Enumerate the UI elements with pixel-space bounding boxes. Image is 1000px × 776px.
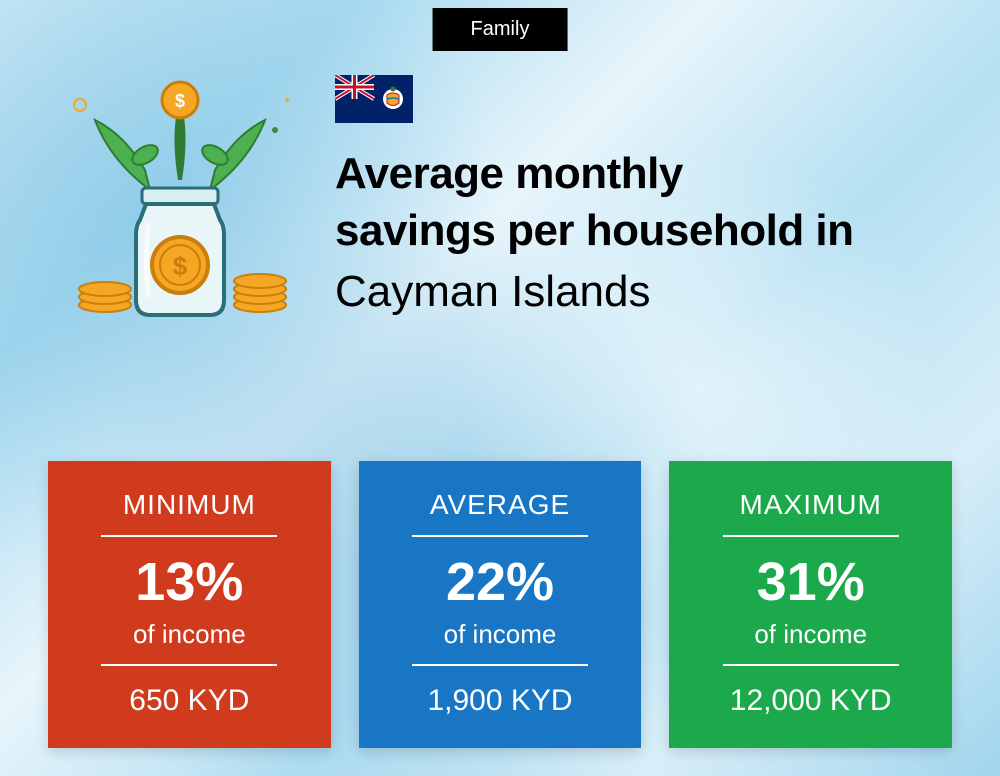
card-sub: of income [72, 619, 307, 650]
card-amount: 1,900 KYD [383, 684, 618, 718]
card-label: MINIMUM [72, 489, 307, 521]
card-amount: 12,000 KYD [693, 684, 928, 718]
title-line-1: Average monthly [335, 145, 955, 202]
card-percent: 22% [383, 555, 618, 609]
card-divider [723, 664, 899, 666]
stat-card-average: AVERAGE 22% of income 1,900 KYD [359, 461, 642, 748]
card-divider [723, 535, 899, 537]
card-percent: 31% [693, 555, 928, 609]
card-sub: of income [383, 619, 618, 650]
card-divider [101, 664, 277, 666]
country-flag-icon [335, 75, 413, 123]
title-country: Cayman Islands [335, 263, 955, 320]
card-divider [101, 535, 277, 537]
savings-illustration: $ $ [50, 70, 310, 330]
category-badge: Family [433, 8, 568, 51]
stat-card-maximum: MAXIMUM 31% of income 12,000 KYD [669, 461, 952, 748]
title-block: Average monthly savings per household in… [335, 145, 955, 321]
card-divider [412, 535, 588, 537]
svg-text:$: $ [175, 91, 185, 111]
card-amount: 650 KYD [72, 684, 307, 718]
card-divider [412, 664, 588, 666]
title-line-2: savings per household in [335, 202, 955, 259]
card-sub: of income [693, 619, 928, 650]
svg-text:$: $ [173, 251, 188, 281]
stat-card-minimum: MINIMUM 13% of income 650 KYD [48, 461, 331, 748]
card-label: MAXIMUM [693, 489, 928, 521]
card-percent: 13% [72, 555, 307, 609]
card-label: AVERAGE [383, 489, 618, 521]
stat-cards-row: MINIMUM 13% of income 650 KYD AVERAGE 22… [48, 461, 952, 748]
